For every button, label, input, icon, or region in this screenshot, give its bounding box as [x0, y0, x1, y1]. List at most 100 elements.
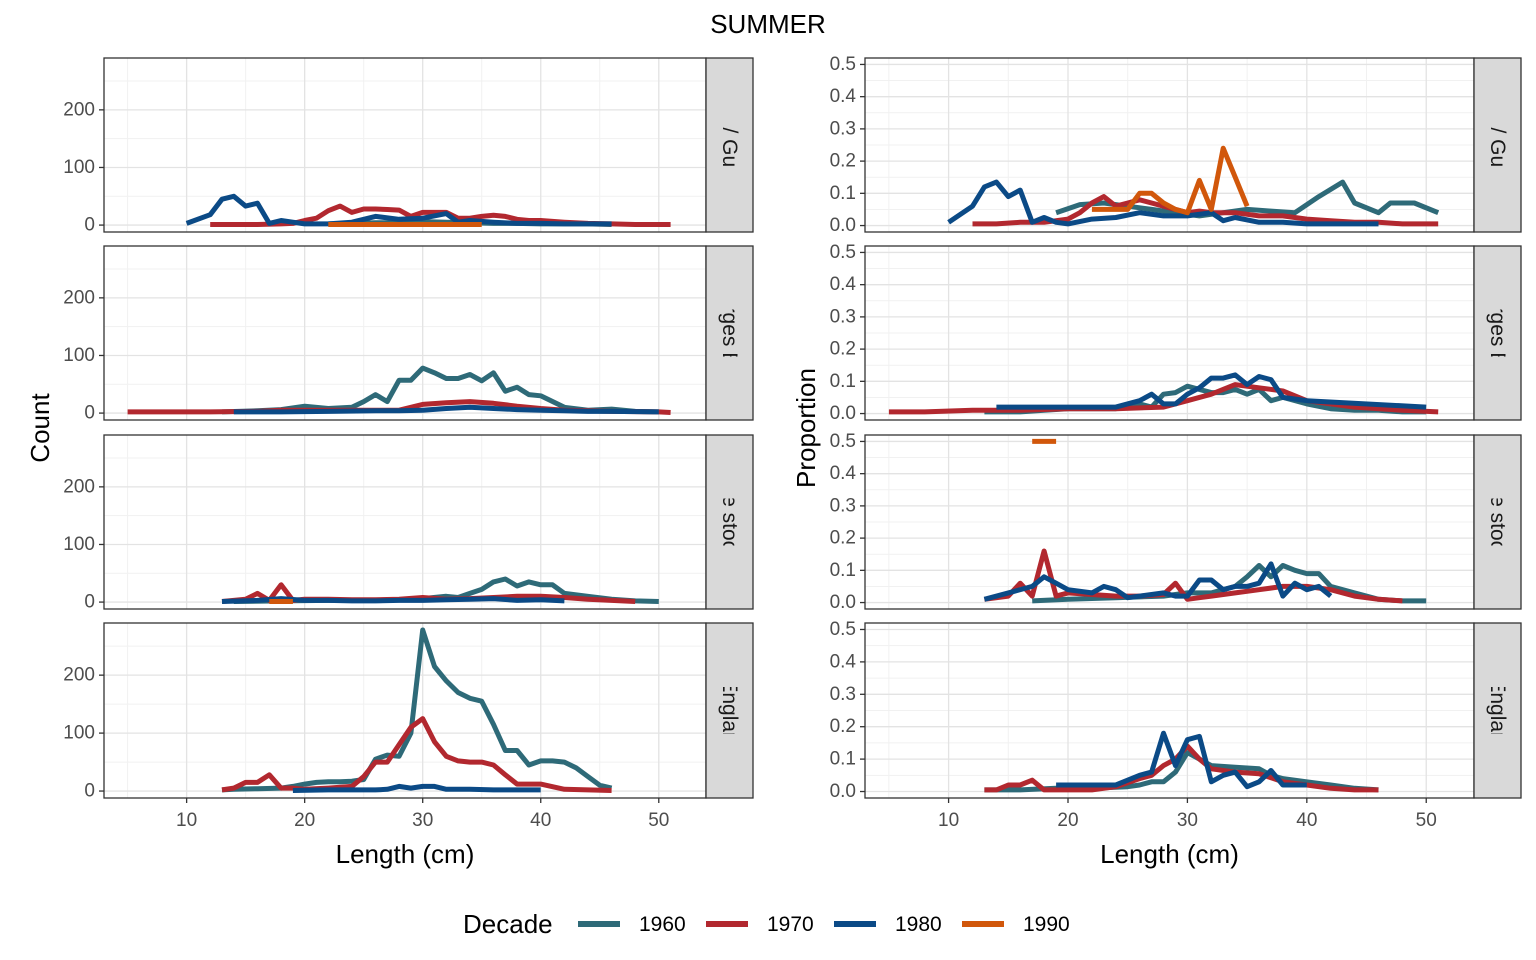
- facet-panel: e Cod / Gulf of M 0.0 0.1 0.2 0.3 0.4 0.5: [830, 54, 1522, 236]
- x-tick-label: 40: [1296, 810, 1317, 831]
- legend-title: Decade: [463, 909, 553, 939]
- facet-strip: [705, 245, 754, 421]
- legend-item-1980: 1980: [834, 913, 942, 936]
- chart-column-2: e Cod / Gulf of M0.00.10.20.30.40.5Georg…: [791, 54, 1522, 869]
- y-tick-label: 0: [84, 215, 95, 236]
- y-tick-label: 200: [63, 665, 95, 686]
- y-tick-label: 0.0: [830, 403, 856, 424]
- y-tick-label: 0.4: [830, 86, 857, 107]
- y-tick-label: 0.2: [830, 716, 856, 737]
- facet-panel: Outside stock area 0 100 200: [63, 434, 754, 613]
- y-tick-label: 100: [63, 723, 95, 744]
- facet-panel: Georges Bank 0 100 200: [63, 245, 754, 424]
- series-line-1980: [233, 404, 659, 415]
- x-tick-label: 10: [176, 810, 197, 831]
- legend-item-1970: 1970: [706, 913, 814, 936]
- series-line-1980: [983, 561, 1333, 602]
- series-line-1960: [221, 627, 613, 793]
- x-tick-label: 50: [648, 810, 669, 831]
- y-tick-label: 0.3: [830, 306, 856, 327]
- facet-strip: [1473, 57, 1522, 233]
- y-tick-label: 0: [84, 781, 95, 802]
- y-tick-label: 0.4: [830, 651, 857, 672]
- y-tick-label: 0.2: [830, 151, 856, 172]
- chart-title: SUMMER: [710, 9, 826, 39]
- y-tick-label: 200: [63, 99, 95, 120]
- facet-strip: [1473, 434, 1522, 610]
- y-tick-label: 0.3: [830, 684, 856, 705]
- x-tick-label: 30: [1177, 810, 1198, 831]
- y-tick-label: 0.4: [830, 274, 857, 295]
- series-line-1980: [292, 783, 541, 793]
- series-line-1980: [1056, 730, 1307, 790]
- facet-strip-label: Outside stock area: [1486, 434, 1509, 609]
- y-tick-label: 0.1: [830, 560, 856, 581]
- facet-strip-label: New England / M: [718, 631, 741, 791]
- facet-panel: e Cod / Gulf of M 0 100 200: [63, 57, 754, 236]
- y-tick-label: 0.1: [830, 749, 856, 770]
- legend-item-1960: 1960: [578, 913, 686, 936]
- legend-label: 1960: [639, 913, 686, 936]
- y-tick-label: 0.4: [830, 463, 857, 484]
- y-tick-label: 0.3: [830, 118, 856, 139]
- series-line-1970: [210, 203, 671, 227]
- facet-strip: [705, 622, 754, 799]
- facet-strip-label: e Cod / Gulf of M: [1486, 66, 1509, 225]
- legend-item-1990: 1990: [962, 913, 1070, 936]
- facet-strip: [705, 57, 754, 233]
- panel-background: [104, 623, 706, 798]
- facet-strip: [1473, 245, 1522, 421]
- facet-panel: Georges Bank 0.0 0.1 0.2 0.3 0.4 0.5: [830, 242, 1522, 424]
- facet-strip-label: e Cod / Gulf of M: [718, 66, 741, 225]
- series-line-1980: [947, 179, 1379, 227]
- series-line-1970: [221, 716, 612, 793]
- y-tick-label: 0.2: [830, 528, 856, 549]
- facet-panel: Outside stock area 0.0 0.1 0.2 0.3 0.4 0.5: [830, 431, 1522, 613]
- panel-background: [104, 435, 706, 609]
- y-axis-title: Count: [25, 393, 55, 463]
- y-tick-label: 0.5: [830, 431, 856, 452]
- y-tick-label: 200: [63, 287, 95, 308]
- y-tick-label: 0: [84, 403, 95, 424]
- legend-label: 1990: [1023, 913, 1070, 936]
- facet-strip-label: Georges Bank: [718, 266, 741, 401]
- y-tick-label: 0.2: [830, 339, 856, 360]
- y-tick-label: 0.5: [830, 242, 856, 263]
- x-tick-label: 50: [1416, 810, 1437, 831]
- facet-panel: New England / M 0.0 0.1 0.2 0.3 0.4 0.5 10 20 30 4…: [830, 619, 1522, 831]
- y-tick-label: 0.0: [830, 215, 856, 236]
- y-tick-label: 100: [63, 534, 95, 555]
- y-axis-title: Proportion: [791, 368, 821, 488]
- facet-strip-label: Georges Bank: [1486, 266, 1509, 401]
- series-line-1970: [888, 382, 1439, 415]
- series-line-1990: [1091, 145, 1250, 216]
- series-line-1980: [996, 372, 1427, 410]
- legend-label: 1970: [767, 913, 814, 936]
- y-tick-label: 0.5: [830, 54, 856, 75]
- facet-strip: [1473, 622, 1522, 799]
- y-tick-label: 0.1: [830, 183, 856, 204]
- facet-strip: [705, 434, 754, 610]
- y-tick-label: 0.0: [830, 592, 856, 613]
- panel-background: [104, 246, 706, 420]
- y-tick-label: 100: [63, 345, 95, 366]
- x-tick-label: 10: [938, 810, 959, 831]
- series-line-1970: [984, 743, 1379, 793]
- x-tick-label: 40: [530, 810, 551, 831]
- y-tick-label: 0.5: [830, 619, 856, 640]
- x-axis-title: Length (cm): [336, 839, 475, 869]
- y-tick-label: 0.1: [830, 371, 856, 392]
- y-tick-label: 200: [63, 476, 95, 497]
- facet-strip-label: Outside stock area: [718, 434, 741, 609]
- x-tick-label: 20: [1057, 810, 1078, 831]
- legend-label: 1980: [895, 913, 942, 936]
- facet-strip-label: New England / M: [1486, 631, 1509, 791]
- y-tick-label: 0: [84, 592, 95, 613]
- legend: Decade 1960 1970 1980 1990: [463, 909, 1070, 939]
- y-tick-label: 0.0: [830, 781, 856, 802]
- y-tick-label: 0.3: [830, 495, 856, 516]
- y-tick-label: 100: [63, 157, 95, 178]
